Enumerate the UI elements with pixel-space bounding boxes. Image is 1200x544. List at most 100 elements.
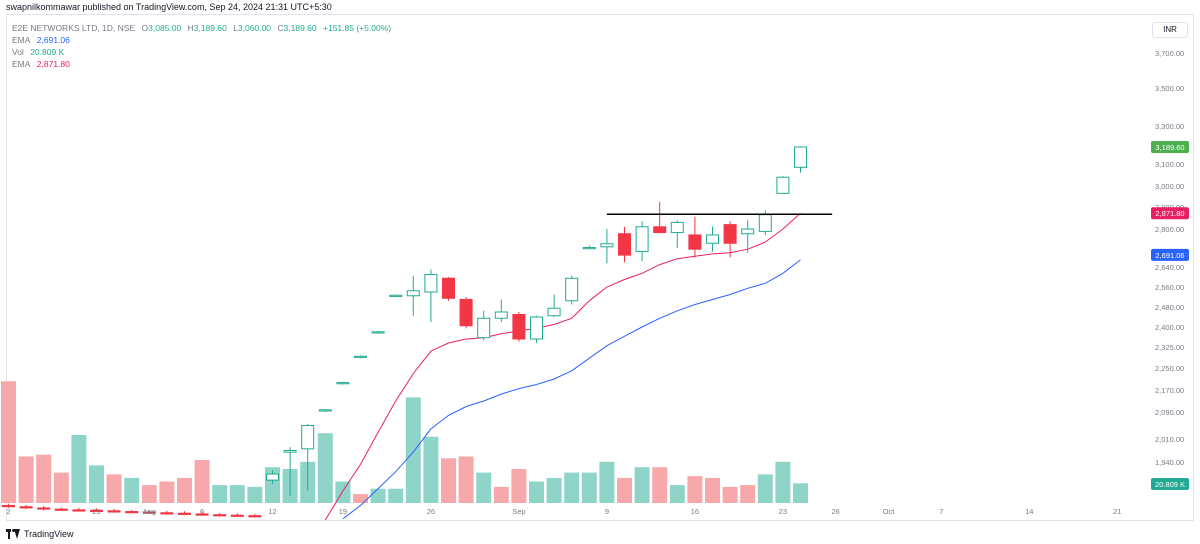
candle [178,511,191,516]
candle-body [600,243,614,248]
legend-ema-slow-row[interactable]: EMA 2,691.06 [12,34,391,46]
ema-slow-value: 2,691.06 [36,35,70,45]
volume-bar [212,485,228,503]
volume-tag-label: 20.809 K [1155,480,1185,489]
legend-symbol-row: E2E NETWORKS LTD, 1D, NSE O3,085.00 H3,1… [12,22,391,34]
candle [37,505,51,511]
candle [248,513,262,518]
volume-bar [36,454,52,503]
volume-bar [599,461,615,503]
price-tick-label: 2,325.00 [1155,343,1184,352]
ohlc-close-label: C [277,23,284,33]
time-tick-label: 21 [1113,507,1121,516]
volume-bar [458,456,474,503]
volume-bar [476,472,492,503]
time-tick-label: 6 [200,507,204,516]
ema-lines [324,212,801,521]
candle [688,216,702,258]
candle-body [389,294,403,297]
time-tick-label: 29 [92,507,100,516]
time-tick-label: 7 [939,507,943,516]
candle-body [354,355,367,358]
candle-body [301,425,315,450]
ema-slow-label: EMA [12,35,31,45]
price-tick-label: 2,010.00 [1155,435,1184,444]
price-tag-label: 2,691.06 [1155,251,1184,260]
candle-body [248,515,262,518]
time-tick-label: 19 [339,507,347,516]
volume-bar [388,488,404,503]
candle [670,220,684,248]
candle [266,470,279,484]
volume-bar [757,474,773,503]
candle [530,315,543,343]
price-tick-label: 2,250.00 [1155,364,1184,373]
volume-bar [793,483,808,503]
legend-ema-fast-row[interactable]: EMA 2,871.80 [12,58,391,70]
volume-bar [317,433,333,503]
candle-body [195,513,209,516]
legend-volume-row[interactable]: Vol 20.809 K [12,46,391,58]
volume-bar [581,472,597,503]
price-tag-label: 2,871.80 [1155,209,1184,218]
candle [477,310,491,341]
volume-bar [617,477,632,503]
candle [72,507,86,512]
price-tag: 3,189.60 [1151,140,1189,153]
volume-bar [529,481,544,503]
candle [318,409,332,412]
candles [2,146,807,518]
publisher-line: swapnilkommawar published on TradingView… [6,2,332,12]
candle-body [2,505,15,508]
currency-button[interactable]: INR [1152,22,1188,38]
candle [582,245,596,250]
tradingview-logo-icon [6,529,20,539]
candle [2,503,15,508]
volume-bar [141,485,157,503]
volume-tag: 20.809 K [1151,478,1189,490]
volume-bar [194,460,210,503]
footer-brand[interactable]: TradingView [6,527,74,541]
volume-bar [652,467,668,503]
candle-body [107,510,121,513]
volume-bar [423,436,439,503]
time-tick-label: 26 [832,507,840,516]
volume-bar [634,467,650,503]
volume-bar [687,476,703,503]
candle [565,275,579,305]
price-tick-label: 3,300.00 [1155,122,1184,131]
ema-fast-value: 2,871.80 [36,59,70,69]
ohlc-high-label: H [187,23,194,33]
price-tick-label: 3,500.00 [1155,84,1184,93]
candle [107,508,121,513]
time-axis[interactable]: 2 29 Aug 6 12 19 26 Sep 9 16 23 26 Oct 7 14 21 [6,507,1121,516]
volume-bar [53,472,69,503]
ohlc-open-label: O [141,23,149,33]
candle [142,510,156,514]
candle [90,508,103,513]
time-tick-label: 12 [268,507,276,516]
candle [723,221,737,258]
candle-body [547,307,561,317]
price-tick-label: 2,170.00 [1155,386,1184,395]
volume-bar [405,397,421,503]
candle-body [723,224,737,244]
candle-body [512,314,526,340]
volume-bars [1,381,808,503]
candle-body [266,473,279,481]
candle [442,277,455,301]
time-tick-label: 16 [691,507,699,516]
candle [459,297,473,329]
volume-bar [722,486,738,503]
candle [547,294,561,317]
candle-body [336,382,350,385]
candle [512,312,526,342]
chart-legend: E2E NETWORKS LTD, 1D, NSE O3,085.00 H3,1… [12,22,391,70]
candle-body [741,228,755,235]
volume-bar [106,474,122,503]
candle-body [494,311,508,319]
price-tags: 3,189.60 2,871.80 2,691.06 20.809 K [1151,140,1189,490]
candle [741,220,755,253]
candle [406,275,420,316]
